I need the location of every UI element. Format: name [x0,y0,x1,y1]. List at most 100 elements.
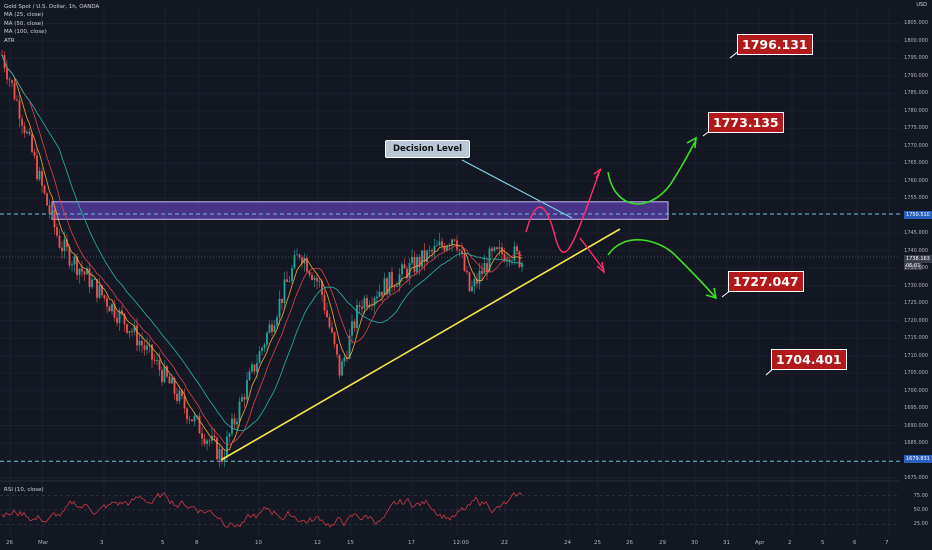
candle-body [123,313,126,325]
candle-body [18,100,21,119]
x-tick-label: Apr [755,540,765,546]
candle-body [186,408,188,420]
x-tick-label: 10 [255,540,262,546]
symbol-header: Gold Spot / U.S. Dollar, 1h, OANDA [4,4,100,10]
candle-body [286,279,288,282]
candle-body [133,325,136,332]
candle-body [56,227,58,236]
candle-body [8,79,11,81]
candle-body [23,125,26,134]
candle-body [503,254,506,262]
candle-body [506,259,508,262]
current-price-time: 06:01 [904,262,923,270]
candle-body [316,277,318,282]
candle-body [381,291,383,296]
candle-body [151,344,153,360]
candle-body [276,317,278,326]
candle-body [398,274,401,286]
x-tick-label: 12:00 [453,540,469,546]
candle-body [146,345,148,350]
candle-body [33,151,36,156]
candle-body [231,418,233,434]
candle-body [358,305,361,307]
y-tick-label: 1685.000 [904,440,928,447]
candle-body [323,295,326,311]
candle-body [436,245,438,247]
candle-body [38,171,41,180]
candle-body [468,272,471,292]
candle-body [288,281,291,282]
candlestick-series [1,50,523,468]
candle-body [406,268,408,279]
y-tick-label: 1735.000 [904,265,928,272]
candle-body [246,380,248,400]
candle-body [91,279,93,288]
candle-body [11,80,13,83]
arrow-head [686,136,697,149]
support-price-tag: 1679.831 [904,455,932,463]
candle-body [68,247,71,266]
candle-body [226,436,228,457]
candle-body [208,440,211,442]
ma50-line [1,54,523,445]
candle-body [216,437,218,460]
x-tick-label: 26 [6,540,13,546]
candle-body [356,305,358,329]
candle-body [36,155,38,180]
candle-body [483,263,486,274]
candle-body [206,440,208,444]
y-tick-label: 1775.000 [904,125,928,132]
candle-body [158,360,161,371]
candle-body [101,285,103,296]
candle-body [413,257,416,272]
candle-body [433,245,436,252]
y-tick-label: 1740.000 [904,247,928,254]
candle-body [171,378,173,384]
candle-body [191,419,193,422]
candle-body [46,193,48,206]
candle-body [131,331,133,332]
candle-body [188,419,191,421]
candle-body [141,340,143,346]
indicator-legend: Gold Spot / U.S. Dollar, 1h, OANDA MA (2… [4,3,99,45]
candle-body [243,396,246,400]
candle-body [126,324,128,333]
x-tick-label: 8 [195,540,199,546]
candle-body [143,345,146,350]
candle-body [161,370,163,383]
candle-body [496,247,498,249]
x-tick-label: 5 [161,540,165,546]
candle-body [73,256,76,265]
ma50-label: MA (50, close) [4,20,44,27]
y-tick-label: 1780.000 [904,107,928,114]
candle-body [268,324,271,333]
candle-body [278,298,281,318]
candle-body [351,321,353,336]
candle-body [53,209,56,228]
candle-body [178,390,181,401]
target-1773: 1773.135 [708,112,784,133]
candle-body [423,250,426,262]
arrow-head [593,168,602,179]
y-tick-label: 1695.000 [904,405,928,412]
candle-body [418,257,421,267]
candle-body [451,239,453,246]
candle-body [116,317,118,323]
candle-body [266,332,268,345]
y-tick-label: 1805.000 [904,20,928,27]
candle-body [221,449,223,462]
candle-body [183,396,186,409]
candle-body [41,171,43,186]
candle-body [98,285,101,298]
candle-body [311,274,313,280]
y-tick-label: 1690.000 [904,422,928,429]
candle-body [376,296,378,299]
resistance-zone [0,201,900,462]
candle-body [336,344,338,355]
candle-body [298,254,301,258]
candle-body [258,351,261,364]
candle-body [391,272,393,287]
candle-body [421,250,423,267]
ma25-line [1,54,523,451]
candle-body [176,393,178,401]
